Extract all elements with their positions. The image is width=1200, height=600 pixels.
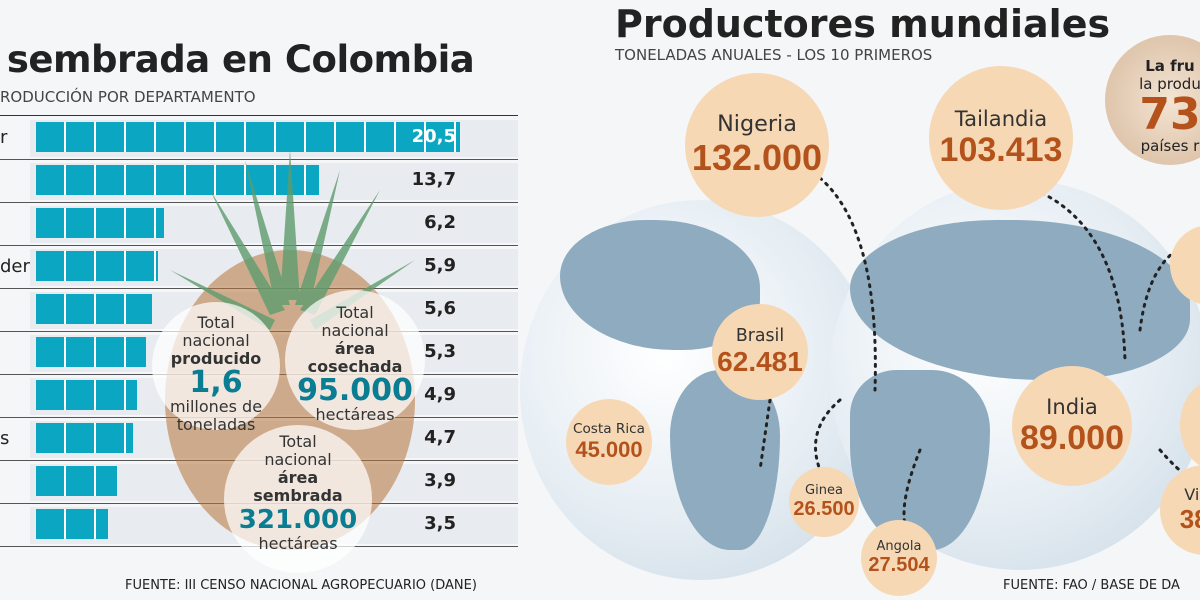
label: Total bbox=[279, 432, 317, 451]
label: Total bbox=[197, 313, 235, 332]
country-name: Nigeria bbox=[717, 111, 797, 137]
left-title: a sembrada en Colombia bbox=[0, 38, 475, 81]
value-label: 5,3 bbox=[424, 341, 456, 362]
label: nacional bbox=[321, 321, 389, 340]
total-produced-value: 1,6 bbox=[189, 365, 243, 400]
unit: hectáreas bbox=[315, 405, 395, 424]
value-label: 13,7 bbox=[411, 169, 456, 190]
production-value: 38.8 bbox=[1179, 504, 1200, 534]
fact-line: la produ bbox=[1139, 75, 1200, 93]
eurasia-shape bbox=[850, 220, 1190, 380]
bar bbox=[36, 509, 109, 539]
total-sown-value: 321.000 bbox=[238, 505, 358, 535]
producer-bubble: India 89.000 bbox=[1012, 366, 1132, 486]
fact-line: países r bbox=[1140, 137, 1200, 155]
bar bbox=[36, 380, 138, 410]
category-label: s bbox=[0, 428, 10, 449]
unit: millones de bbox=[169, 397, 263, 416]
producer-bubble: Nigeria 132.000 bbox=[685, 73, 829, 217]
producer-bubble: Angola 27.504 bbox=[861, 520, 937, 596]
bar-row: 6,2 bbox=[0, 203, 518, 246]
africa-shape bbox=[850, 370, 990, 550]
left-source: FUENTE: III CENSO NACIONAL AGROPECUARIO … bbox=[125, 578, 477, 593]
globe-eurasia-africa bbox=[830, 180, 1200, 570]
value-label: 20,5 bbox=[411, 126, 456, 147]
producer-bubble: Costa Rica 45.000 bbox=[566, 399, 652, 485]
production-value: 26.500 bbox=[793, 498, 855, 520]
label: sembrada bbox=[253, 486, 343, 505]
fact-value: 73 bbox=[1139, 89, 1200, 140]
country-name: Brasil bbox=[735, 326, 785, 346]
label: nacional bbox=[264, 450, 332, 469]
country-name: Ginea bbox=[805, 483, 843, 498]
value-label: 4,9 bbox=[424, 384, 456, 405]
country-name: Vietn bbox=[1184, 485, 1200, 504]
fruit-fact-circle: La fru la produ 73 países r bbox=[1105, 35, 1200, 165]
bar bbox=[36, 251, 159, 281]
value-label: 4,7 bbox=[424, 427, 456, 448]
value-label: 5,6 bbox=[424, 298, 456, 319]
production-value: 132.000 bbox=[691, 137, 823, 178]
unit: hectáreas bbox=[258, 534, 338, 553]
bar-row: 13,7 bbox=[0, 160, 518, 203]
bar bbox=[36, 165, 320, 195]
value-label: 5,9 bbox=[424, 255, 456, 276]
label: área bbox=[277, 468, 319, 487]
fact-line: La fru bbox=[1145, 57, 1195, 75]
label: nacional bbox=[182, 331, 250, 350]
total-harvested-value: 95.000 bbox=[297, 373, 413, 408]
bar-row: r 20,5 bbox=[0, 117, 518, 160]
producer-bubble: Ginea 26.500 bbox=[789, 467, 859, 537]
bar bbox=[36, 208, 165, 238]
country-name: Tailandia bbox=[954, 106, 1048, 131]
total-sown-circle: Total nacional área sembrada 321.000 hec… bbox=[224, 425, 372, 573]
left-subtitle: RODUCCIÓN POR DEPARTAMENTO bbox=[0, 88, 256, 106]
right-title: Productores mundiales bbox=[615, 2, 1111, 46]
production-value: 45.000 bbox=[575, 437, 643, 462]
unit: toneladas bbox=[176, 415, 256, 434]
production-value: 103.413 bbox=[939, 131, 1063, 169]
value-label: 6,2 bbox=[424, 212, 456, 233]
production-value: 89.000 bbox=[1020, 419, 1124, 457]
total-produced-circle: Total nacional producido 1,6 millones de… bbox=[152, 302, 280, 434]
label: producido bbox=[170, 349, 262, 368]
bar bbox=[36, 122, 460, 152]
production-value: 27.504 bbox=[868, 554, 930, 576]
label: Total bbox=[336, 303, 374, 322]
production-value: 62.481 bbox=[717, 346, 803, 377]
label: área bbox=[334, 339, 376, 358]
bar bbox=[36, 466, 117, 496]
value-label: 3,9 bbox=[424, 470, 456, 491]
country-name: India bbox=[1046, 394, 1098, 419]
country-name: Costa Rica bbox=[572, 421, 646, 437]
category-label: der bbox=[0, 256, 30, 277]
total-harvested-circle: Total nacional área cosechada 95.000 hec… bbox=[285, 290, 425, 430]
right-source: FUENTE: FAO / BASE DE DA bbox=[1003, 578, 1180, 593]
country-name: Angola bbox=[876, 539, 922, 554]
producer-bubble: Tailandia 103.413 bbox=[929, 66, 1073, 210]
bar bbox=[36, 423, 134, 453]
category-label: r bbox=[0, 127, 8, 148]
divider bbox=[0, 115, 518, 116]
producer-bubble: Brasil 62.481 bbox=[712, 304, 808, 400]
value-label: 3,5 bbox=[424, 513, 456, 534]
label: cosechada bbox=[307, 357, 403, 376]
bar bbox=[36, 337, 146, 367]
producer-bubble-partial bbox=[1180, 380, 1200, 470]
right-subtitle: TONELADAS ANUALES - LOS 10 PRIMEROS bbox=[615, 46, 933, 64]
bar bbox=[36, 294, 152, 324]
